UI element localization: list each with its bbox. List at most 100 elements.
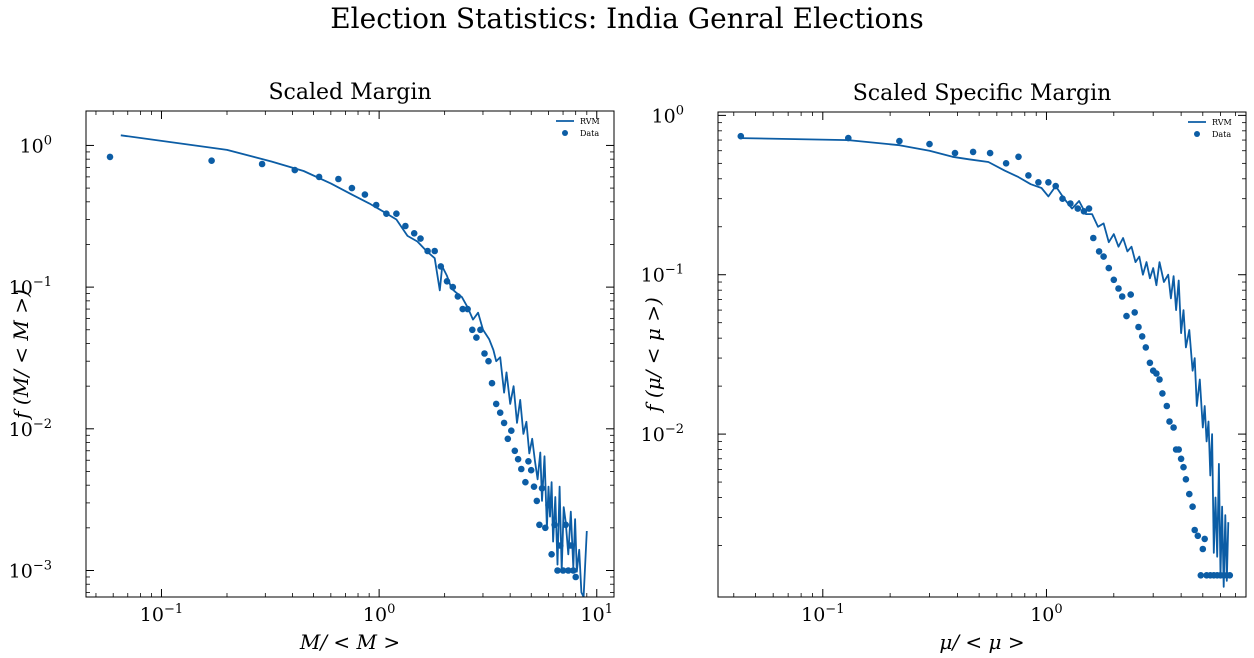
y-tick-label: 10−1: [641, 263, 684, 287]
data-point: [258, 160, 266, 168]
data-point: [335, 175, 342, 183]
data-point: [473, 334, 480, 341]
x-tick-label: 100: [1030, 602, 1062, 626]
data-point: [410, 230, 418, 237]
legend-point-swatch: [562, 130, 568, 136]
data-point: [1199, 545, 1207, 553]
axes-frame: [85, 110, 615, 598]
data-point: [383, 210, 390, 217]
plot-area: [737, 132, 1234, 588]
y-tick-label: 10−1: [9, 275, 52, 299]
y-tick-label: 100: [20, 133, 52, 157]
series-data-points: [106, 153, 579, 581]
data-point: [1156, 376, 1163, 383]
data-point: [542, 524, 549, 532]
data-point: [926, 140, 933, 148]
data-point: [1045, 179, 1052, 186]
data-point: [1142, 344, 1150, 351]
data-point: [504, 435, 512, 443]
data-point: [424, 247, 431, 255]
data-point: [1194, 532, 1202, 540]
data-point: [986, 149, 994, 157]
data-point: [567, 542, 575, 549]
x-axis-label: μ/ < μ >: [939, 630, 1024, 654]
legend-label: Data: [580, 129, 599, 138]
data-point: [449, 283, 457, 291]
legend-label: Data: [1212, 130, 1231, 139]
data-point: [514, 455, 522, 463]
scaled-specific-margin-panel: Scaled Specific Margin μ/ < μ > f (μ/ < μ …: [641, 81, 1247, 654]
data-point: [1015, 153, 1022, 161]
data-point: [527, 466, 535, 474]
data-point: [1177, 455, 1185, 463]
data-point: [481, 350, 488, 357]
data-point: [1146, 359, 1154, 367]
data-point: [1163, 402, 1171, 410]
data-point: [417, 235, 424, 242]
data-point: [402, 222, 409, 230]
legend-point-swatch: [1194, 131, 1200, 137]
data-point: [1180, 463, 1187, 471]
data-point: [1166, 418, 1173, 425]
data-point: [1186, 490, 1193, 498]
data-point: [969, 148, 977, 156]
data-point: [106, 153, 114, 161]
data-point: [522, 478, 529, 486]
y-axis-label: f (μ/ < μ >): [641, 297, 665, 414]
data-point: [1123, 312, 1130, 320]
data-point: [565, 567, 572, 574]
data-point: [538, 485, 546, 492]
data-point: [1182, 476, 1190, 483]
data-point: [1131, 309, 1138, 316]
data-point: [1090, 234, 1097, 242]
data-point: [1153, 370, 1160, 377]
data-point: [1110, 276, 1118, 284]
data-point: [570, 567, 577, 574]
data-point: [572, 573, 579, 581]
data-point: [500, 419, 508, 427]
axes-frame: [717, 111, 1247, 598]
series-rvm-line: [120, 134, 588, 597]
y-axis-label: f (M/ < M >): [9, 289, 33, 421]
data-point: [443, 278, 451, 285]
data-point: [208, 157, 215, 164]
legend-label: RVM: [1212, 118, 1232, 127]
data-point: [559, 567, 567, 574]
data-point: [477, 326, 484, 334]
data-point: [951, 149, 959, 157]
data-point: [1170, 424, 1177, 431]
data-point: [437, 263, 445, 270]
data-point: [315, 173, 323, 181]
data-point: [554, 567, 561, 574]
data-point: [896, 137, 903, 145]
data-point: [845, 134, 852, 142]
data-point: [557, 542, 564, 549]
data-point: [1191, 526, 1198, 534]
data-point: [372, 201, 380, 209]
data-point: [431, 247, 439, 255]
data-point: [545, 501, 552, 509]
x-tick-label: 10−1: [140, 602, 183, 626]
panel-title: Scaled Margin: [268, 80, 431, 105]
data-point: [533, 497, 541, 505]
x-tick-label: 100: [363, 602, 395, 626]
y-tick-label: 10−2: [641, 422, 684, 446]
data-point: [737, 132, 745, 140]
data-point: [1002, 160, 1010, 167]
data-point: [1059, 195, 1066, 202]
data-point: [492, 400, 500, 408]
legend: RVM Data: [1188, 118, 1232, 139]
data-point: [348, 184, 356, 192]
data-point: [1085, 205, 1093, 212]
plot-area: [106, 134, 588, 597]
series-rvm-line: [740, 137, 1230, 588]
data-point: [1025, 172, 1032, 179]
data-point: [1197, 572, 1205, 579]
y-tick-label: 10−2: [9, 417, 52, 441]
data-point: [464, 305, 471, 313]
data-point: [1135, 323, 1142, 331]
data-point: [508, 427, 515, 435]
data-point: [1226, 572, 1234, 579]
data-point: [291, 166, 299, 174]
